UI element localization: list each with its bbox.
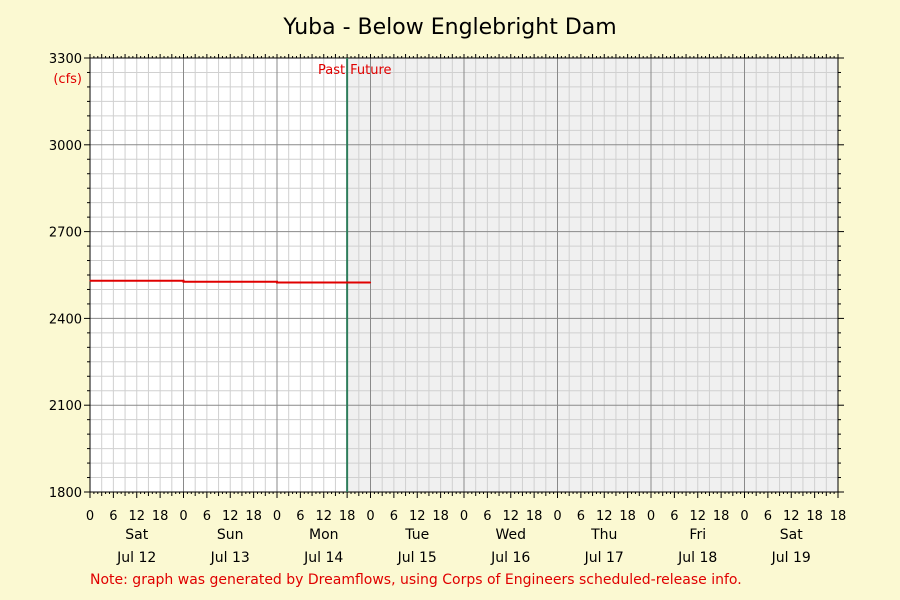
x-date-label: Jul 12 bbox=[116, 550, 156, 566]
x-hour-label: 6 bbox=[203, 509, 211, 524]
x-day-label: Thu bbox=[590, 527, 617, 543]
x-hour-label: 0 bbox=[273, 509, 281, 524]
x-date-label: Jul 19 bbox=[771, 550, 811, 566]
x-hour-label: 0 bbox=[647, 509, 655, 524]
x-hour-label: 6 bbox=[577, 509, 585, 524]
x-hour-label: 12 bbox=[502, 509, 519, 524]
x-hour-label: 0 bbox=[366, 509, 374, 524]
flow-series-point bbox=[182, 280, 185, 282]
x-hour-label: 12 bbox=[783, 509, 800, 524]
future-label: Future bbox=[350, 63, 391, 78]
x-day-label: Sun bbox=[217, 527, 244, 543]
y-tick-label: 3300 bbox=[49, 52, 82, 67]
y-tick-label: 1800 bbox=[49, 486, 82, 501]
footer-note: Note: graph was generated by Dreamflows,… bbox=[90, 572, 742, 588]
x-hour-label: 0 bbox=[553, 509, 561, 524]
x-hour-label: 12 bbox=[222, 509, 239, 524]
x-hour-label: 12 bbox=[596, 509, 613, 524]
chart-title: Yuba - Below Englebright Dam bbox=[282, 15, 616, 40]
flow-series-point bbox=[369, 281, 372, 284]
x-hour-label: 0 bbox=[179, 509, 187, 524]
x-hour-label: 12 bbox=[409, 509, 426, 524]
y-tick-label: 2100 bbox=[49, 399, 82, 414]
y-tick-label: 2400 bbox=[49, 312, 82, 327]
x-hour-label: 18 bbox=[619, 509, 636, 524]
x-hour-label: 18 bbox=[152, 509, 169, 524]
x-hour-label: 0 bbox=[460, 509, 468, 524]
x-hour-label: 0 bbox=[86, 509, 94, 524]
x-day-label: Tue bbox=[404, 527, 429, 543]
x-hour-label: 6 bbox=[296, 509, 304, 524]
x-hour-label: 12 bbox=[689, 509, 706, 524]
y-axis-unit: (cfs) bbox=[53, 72, 82, 87]
x-hour-label: 18 bbox=[245, 509, 262, 524]
flow-series-point bbox=[276, 281, 278, 284]
x-hour-label: 18 bbox=[713, 509, 730, 524]
x-hour-label: 18 bbox=[806, 509, 823, 524]
x-date-label: Jul 16 bbox=[490, 550, 530, 566]
x-hour-label: 6 bbox=[670, 509, 678, 524]
x-date-label: Jul 13 bbox=[210, 550, 250, 566]
x-hour-label: 6 bbox=[483, 509, 491, 524]
x-hour-label: 18 bbox=[432, 509, 449, 524]
x-date-label: Jul 14 bbox=[303, 550, 343, 566]
y-tick-label: 3000 bbox=[49, 139, 82, 154]
x-hour-label: 12 bbox=[315, 509, 332, 524]
x-hour-label: 18 bbox=[339, 509, 356, 524]
flow-series-point bbox=[276, 281, 278, 283]
x-date-label: Jul 18 bbox=[677, 550, 717, 566]
x-day-label: Fri bbox=[689, 527, 706, 543]
flow-series-point bbox=[182, 281, 185, 283]
x-hour-label: 18 bbox=[526, 509, 543, 524]
x-date-label: Jul 17 bbox=[584, 550, 624, 566]
x-date-label: Jul 15 bbox=[397, 550, 437, 566]
x-day-label: Sat bbox=[125, 527, 148, 543]
flow-series-line bbox=[90, 279, 371, 284]
x-hour-label: 18 bbox=[830, 509, 847, 524]
x-hour-label: 6 bbox=[109, 509, 117, 524]
x-day-label: Wed bbox=[495, 527, 526, 543]
x-hour-label: 6 bbox=[764, 509, 772, 524]
x-day-label: Mon bbox=[309, 527, 339, 543]
x-hour-label: 12 bbox=[128, 509, 145, 524]
x-hour-label: 6 bbox=[390, 509, 398, 524]
x-day-label: Sat bbox=[780, 527, 803, 543]
x-hour-label: 0 bbox=[740, 509, 748, 524]
past-label: Past bbox=[318, 63, 345, 78]
flow-series-point bbox=[89, 280, 91, 282]
y-tick-label: 2700 bbox=[49, 226, 82, 241]
